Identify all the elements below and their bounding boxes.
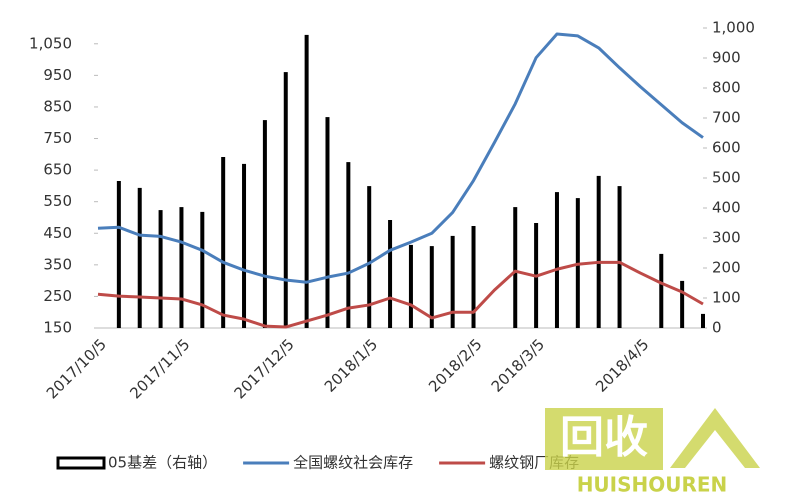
- y-tick-label: 550: [43, 192, 72, 210]
- y2-tick-label: 900: [712, 49, 741, 67]
- bar: [450, 235, 455, 328]
- y-tick-label: 150: [43, 319, 72, 337]
- y-tick-label: 450: [43, 224, 72, 242]
- y-tick-label: 250: [43, 287, 72, 305]
- y2-tick-label: 0: [712, 319, 722, 337]
- bar: [242, 163, 247, 328]
- bar: [346, 162, 351, 328]
- bar: [158, 210, 163, 328]
- bar: [388, 220, 393, 328]
- watermark-sub: HUISHOUREN: [577, 473, 728, 497]
- bar: [116, 181, 121, 328]
- y2-tick-label: 400: [712, 199, 741, 217]
- bar: [304, 34, 309, 329]
- y2-tick-label: 500: [712, 169, 741, 187]
- y2-tick-label: 1,000: [712, 19, 755, 37]
- x-tick-label: 2018/2/5: [425, 335, 485, 395]
- y2-tick-label: 800: [712, 79, 741, 97]
- y2-tick-label: 300: [712, 229, 741, 247]
- bar: [659, 253, 664, 328]
- bar: [680, 280, 685, 328]
- legend-label: 05基差（右轴）: [108, 454, 217, 472]
- x-tick-label: 2017/11/5: [126, 335, 193, 402]
- y-tick-label: 850: [43, 97, 72, 115]
- y-tick-label: 950: [43, 66, 72, 84]
- watermark-box: [545, 408, 663, 470]
- bar: [325, 117, 330, 328]
- line: [97, 32, 704, 284]
- bar: [283, 72, 288, 328]
- bar: [617, 186, 622, 328]
- y-tick-label: 750: [43, 129, 72, 147]
- y-tick-label: 1,050: [29, 34, 72, 52]
- x-tick-label: 2018/1/5: [321, 335, 381, 395]
- y2-tick-label: 200: [712, 259, 741, 277]
- watermark-icon: [670, 408, 760, 468]
- bar: [429, 246, 434, 328]
- bar: [471, 226, 476, 328]
- legend-swatch: [56, 456, 106, 470]
- bar: [137, 187, 142, 328]
- bar: [596, 175, 601, 328]
- y-tick-label: 650: [43, 161, 72, 179]
- y2-tick-label: 600: [712, 139, 741, 157]
- bar: [408, 244, 413, 328]
- bar: [200, 211, 205, 328]
- y2-tick-label: 100: [712, 289, 741, 307]
- x-tick-label: 2018/4/5: [592, 335, 652, 395]
- x-tick-label: 2017/12/5: [231, 335, 298, 402]
- bar: [701, 313, 705, 328]
- bar: [367, 186, 372, 328]
- legend-label: 全国螺纹社会库存: [293, 454, 413, 472]
- line: [97, 260, 704, 329]
- x-tick-label: 2017/10/5: [43, 335, 110, 402]
- bar: [221, 157, 226, 328]
- y2-tick-label: 700: [712, 109, 741, 127]
- bar: [554, 192, 559, 328]
- bar: [513, 207, 518, 328]
- y-tick-label: 350: [43, 255, 72, 273]
- x-tick-label: 2018/3/5: [488, 335, 548, 395]
- bar: [262, 120, 267, 328]
- bar: [179, 207, 184, 328]
- watermark-main: 回收: [560, 412, 648, 463]
